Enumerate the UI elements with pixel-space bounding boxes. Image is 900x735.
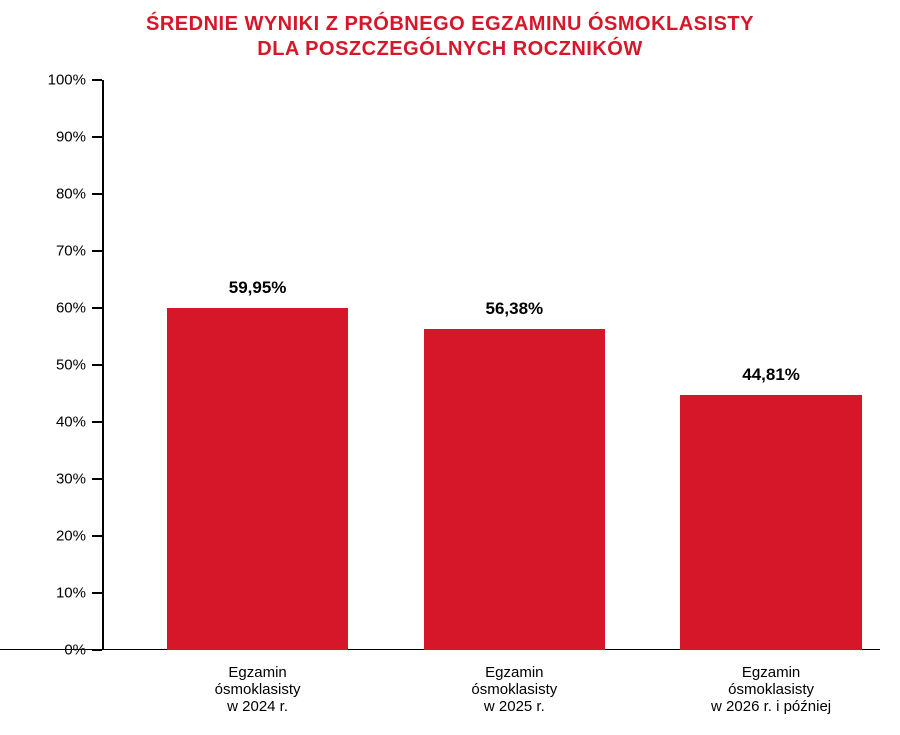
chart-area: 59,95%56,38%44,81% 0%10%20%30%40%50%60%7… — [80, 80, 880, 650]
y-tick — [92, 535, 102, 537]
bar-value-label: 59,95% — [229, 278, 287, 298]
y-tick — [92, 364, 102, 366]
y-tick — [92, 250, 102, 252]
y-tick — [92, 478, 102, 480]
chart-title: ŚREDNIE WYNIKI Z PRÓBNEGO EGZAMINU ÓSMOK… — [0, 0, 900, 62]
y-tick-label: 40% — [26, 414, 86, 431]
y-tick-label: 60% — [26, 300, 86, 317]
bar — [680, 395, 862, 650]
plot-area: 59,95% 56,38% 44,81% — [80, 80, 880, 650]
y-tick-label: 90% — [26, 129, 86, 146]
bar — [424, 329, 606, 650]
y-tick-label: 100% — [26, 72, 86, 89]
x-category-label: Egzamin ósmoklasisty w 2026 r. i później — [648, 664, 894, 715]
y-tick — [92, 193, 102, 195]
y-tick-label: 70% — [26, 243, 86, 260]
y-tick-label: 30% — [26, 471, 86, 488]
bar — [167, 308, 349, 650]
y-tick — [92, 136, 102, 138]
x-category-label: Egzamin ósmoklasisty w 2024 r. — [134, 664, 380, 715]
y-tick — [92, 592, 102, 594]
y-tick — [92, 421, 102, 423]
y-tick-label: 10% — [26, 585, 86, 602]
y-tick-label: 20% — [26, 528, 86, 545]
y-tick-label: 0% — [26, 642, 86, 659]
bar-value-label: 44,81% — [742, 365, 800, 385]
y-tick — [92, 307, 102, 309]
y-tick — [92, 649, 102, 651]
x-category-label: Egzamin ósmoklasisty w 2025 r. — [391, 664, 637, 715]
y-tick-label: 80% — [26, 186, 86, 203]
bar-value-label: 56,38% — [485, 299, 543, 319]
y-tick — [92, 79, 102, 81]
y-tick-label: 50% — [26, 357, 86, 374]
